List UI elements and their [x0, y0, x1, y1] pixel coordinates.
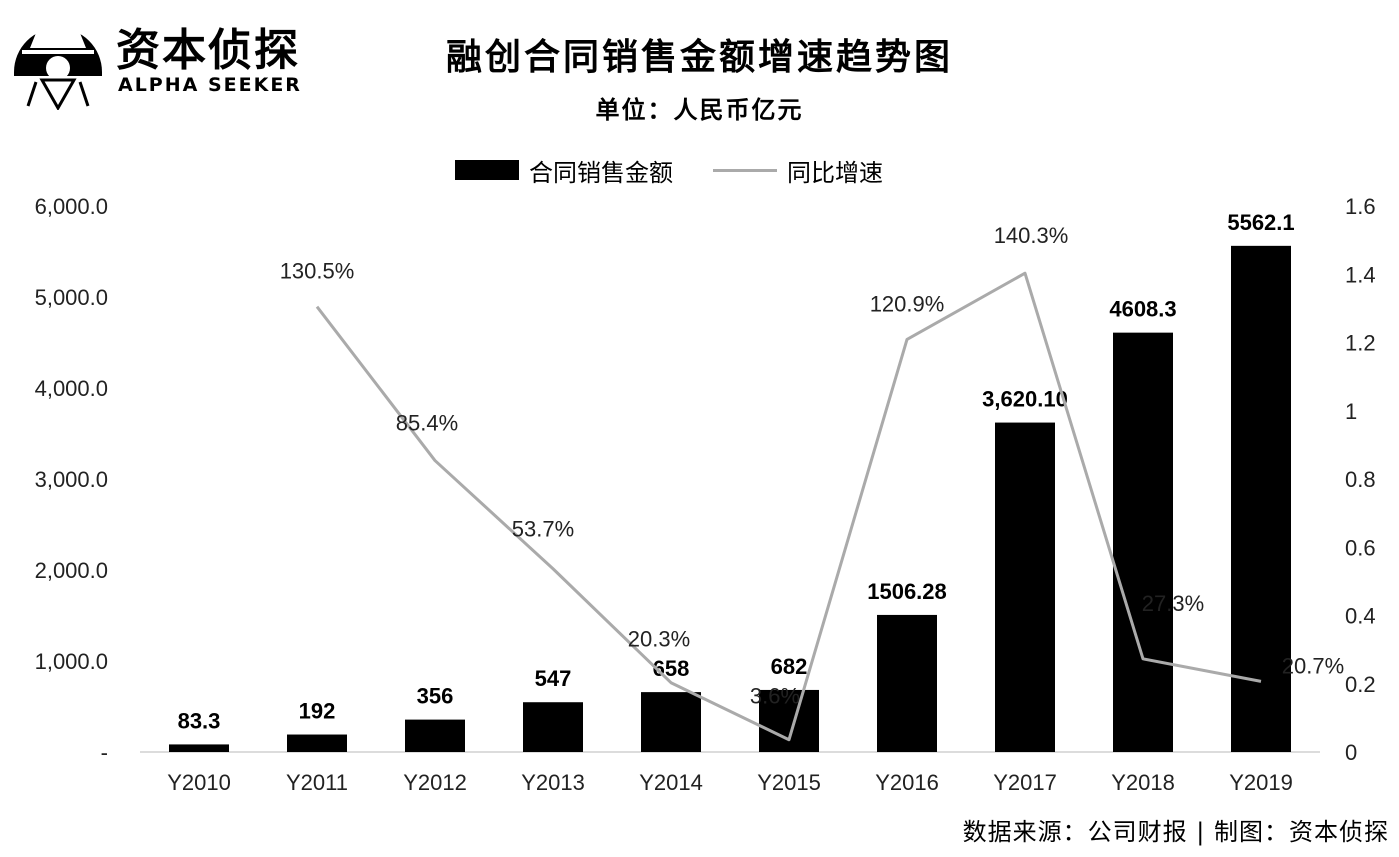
- x-tick-label: Y2016: [875, 770, 939, 795]
- chart-title: 融创合同销售金额增速趋势图: [445, 37, 953, 78]
- bar-value-label: 682: [771, 654, 808, 679]
- growth-rate-label: 20.7%: [1282, 653, 1344, 678]
- y-left-tick-label: -: [101, 740, 108, 765]
- growth-rate-label: 140.3%: [994, 223, 1069, 248]
- x-tick-label: Y2010: [167, 770, 231, 795]
- y-right-tick-label: 0.6: [1345, 535, 1376, 560]
- bar-value-label: 83.3: [178, 708, 221, 733]
- brand-subtitle: ALPHA SEEKER: [118, 74, 302, 96]
- x-tick-label: Y2012: [403, 770, 467, 795]
- bar: [995, 422, 1055, 752]
- y-left-tick-label: 6,000.0: [35, 194, 108, 219]
- bar: [641, 692, 701, 752]
- x-tick-label: Y2019: [1229, 770, 1293, 795]
- chart-subtitle: 单位：人民币亿元: [595, 96, 804, 124]
- bar-value-label: 356: [417, 684, 454, 709]
- bar: [759, 689, 819, 752]
- growth-rate-label: 3.6%: [750, 684, 800, 709]
- growth-rate-label: 130.5%: [280, 259, 355, 284]
- legend-item-line: 同比增速: [713, 153, 883, 188]
- bar: [1113, 332, 1173, 752]
- bar-value-label: 4608.3: [1109, 297, 1176, 322]
- y-left-tick-label: 1,000.0: [35, 649, 108, 674]
- legend-label-line: 同比增速: [787, 158, 883, 187]
- y-right-tick-label: 1.6: [1345, 194, 1376, 219]
- source-note: 数据来源：公司财报 | 制图：资本侦探: [962, 818, 1389, 846]
- growth-rate-label: 27.3%: [1142, 591, 1204, 616]
- y-right-tick-label: 1.4: [1345, 262, 1376, 287]
- growth-line: [315, 271, 1262, 742]
- bar: [523, 702, 583, 752]
- legend-swatch-bar: [455, 160, 519, 180]
- x-tick-label: Y2011: [286, 770, 348, 795]
- bar: [287, 734, 347, 752]
- bar: [169, 744, 229, 752]
- x-tick-label: Y2014: [639, 770, 703, 795]
- y-right-tick-label: 0.2: [1345, 672, 1376, 697]
- x-tick-label: Y2013: [521, 770, 585, 795]
- x-tick-label: Y2018: [1111, 770, 1175, 795]
- bar-value-label: 3,620.10: [982, 387, 1068, 412]
- y-right-tick-label: 1: [1345, 399, 1357, 424]
- growth-rate-label: 20.3%: [628, 627, 690, 652]
- bar-value-label: 192: [299, 699, 336, 724]
- y-right-tick-label: 0: [1345, 740, 1357, 765]
- bar-value-label: 1506.28: [867, 579, 947, 604]
- y-right-tick-label: 0.8: [1345, 467, 1376, 492]
- bar-value-label: 5562.1: [1227, 210, 1294, 235]
- x-tick-label: Y2015: [757, 770, 821, 795]
- y-left-tick-label: 5,000.0: [35, 285, 108, 310]
- x-tick-label: Y2017: [993, 770, 1057, 795]
- bar: [877, 614, 937, 752]
- bar-value-label: 547: [535, 666, 572, 691]
- y-left-tick-label: 3,000.0: [35, 467, 108, 492]
- legend-item-bar: 合同销售金额: [455, 153, 673, 188]
- brand-name: 资本侦探: [116, 25, 300, 76]
- brand-logo: 资本侦探 ALPHA SEEKER: [8, 10, 308, 110]
- legend-swatch-line: [713, 168, 777, 172]
- y-left-tick-label: 2,000.0: [35, 558, 108, 583]
- y-right-tick-label: 0.4: [1345, 604, 1376, 629]
- detective-logo-icon: [14, 28, 102, 110]
- y-right-tick-label: 1.2: [1345, 331, 1376, 356]
- bar: [1231, 245, 1291, 752]
- growth-rate-label: 53.7%: [512, 517, 574, 542]
- bar: [405, 719, 465, 752]
- y-left-tick-label: 4,000.0: [35, 376, 108, 401]
- bar-value-label: 658: [653, 656, 690, 681]
- legend-label-bar: 合同销售金额: [529, 158, 673, 187]
- growth-rate-label: 120.9%: [870, 291, 945, 316]
- chart-legend: 合同销售金额 同比增速: [455, 150, 923, 190]
- growth-rate-label: 85.4%: [396, 411, 458, 436]
